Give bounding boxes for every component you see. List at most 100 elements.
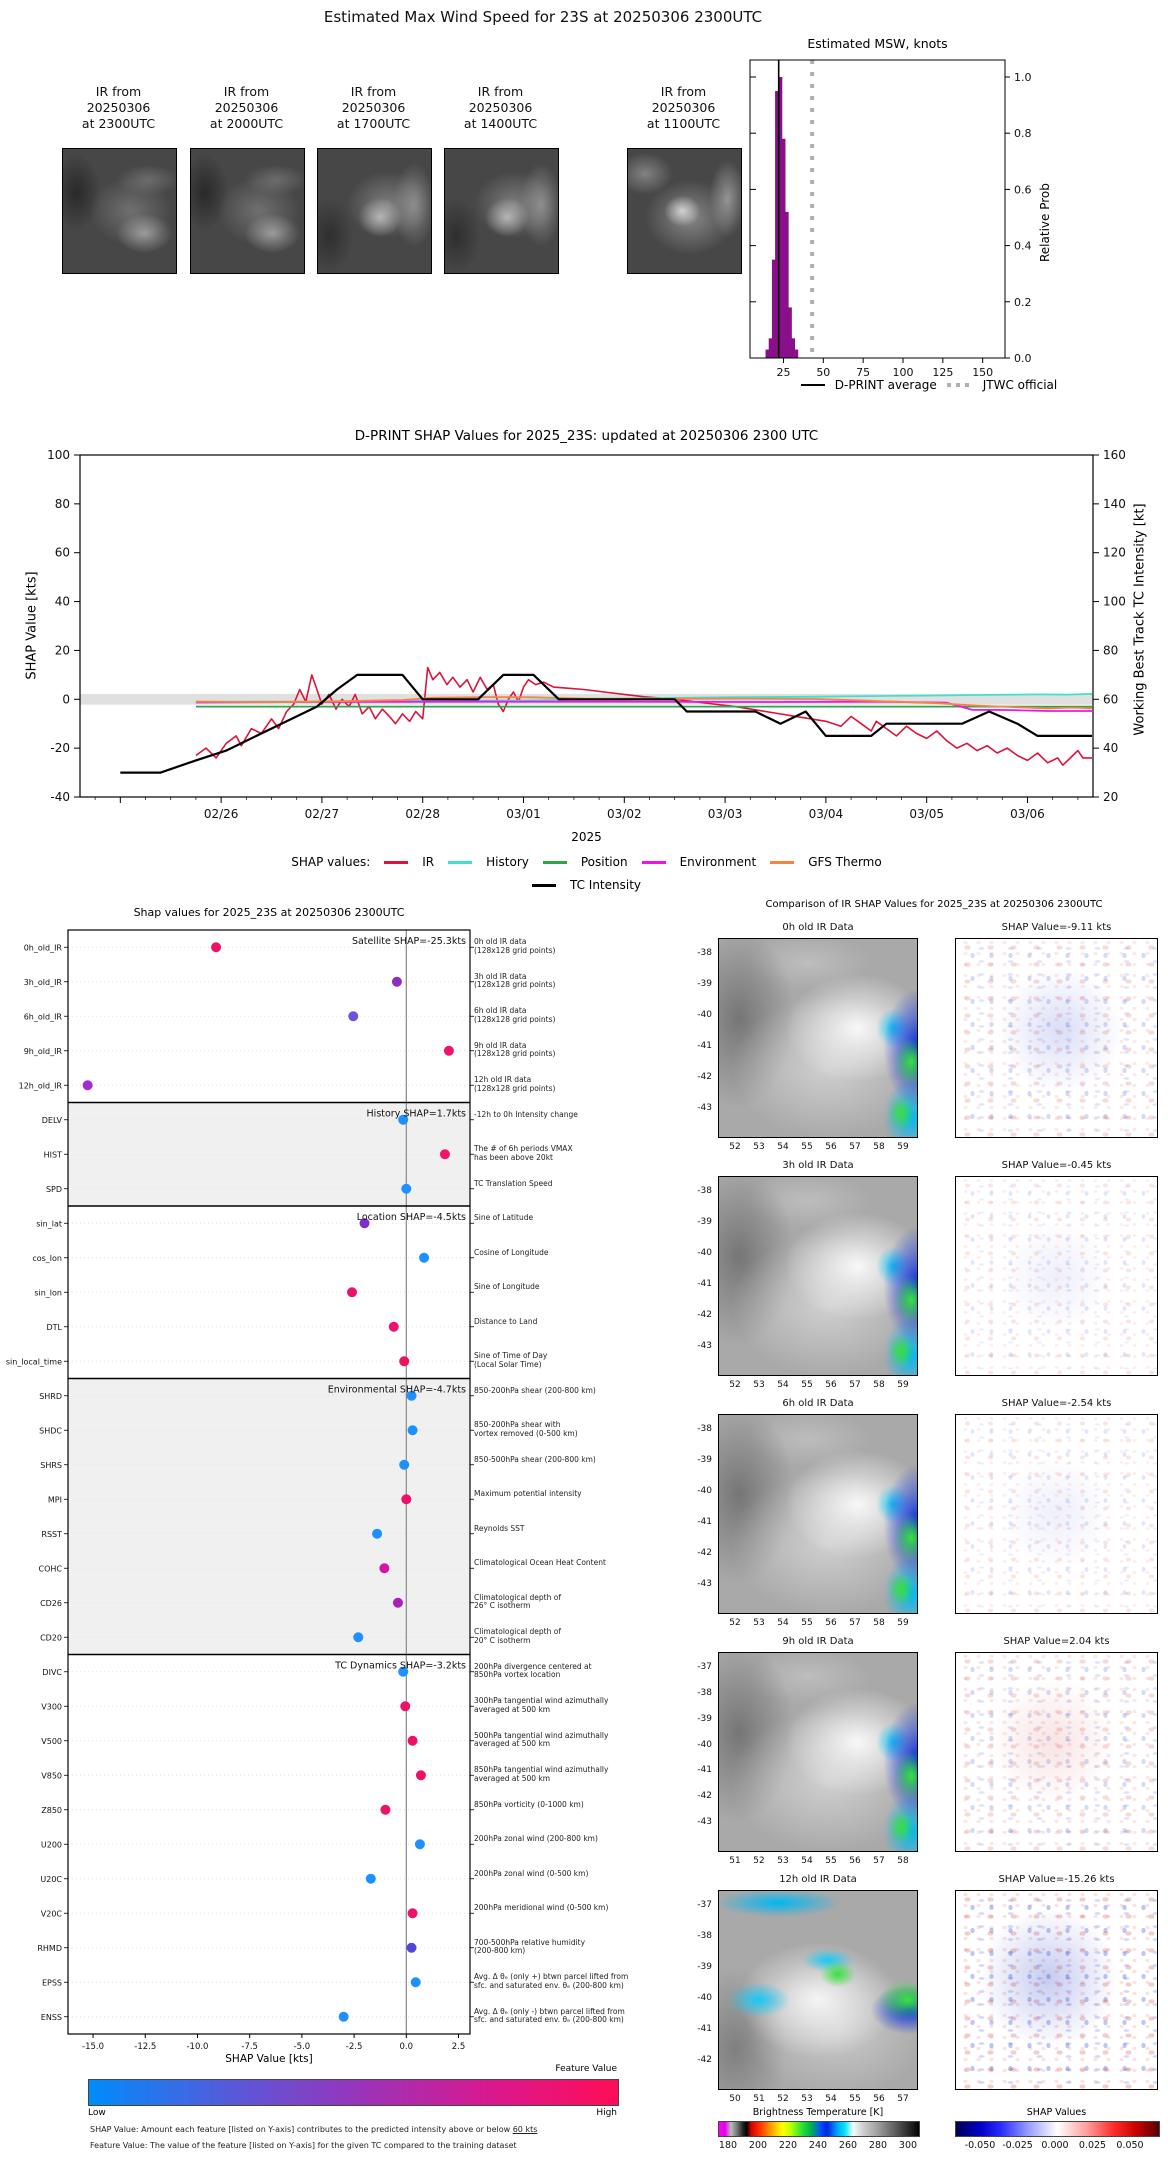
- shap-map-title: SHAP Value=-2.54 kts: [1001, 1398, 1112, 1409]
- feature-description: The # of 6h periods VMAX has been above …: [474, 1144, 573, 1162]
- histogram-legend: D-PRINT average JTWC official: [690, 378, 1168, 392]
- shap-map-title: SHAP Value=2.04 kts: [1003, 1636, 1110, 1647]
- bt-colorbar-tick-label: 220: [778, 2140, 798, 2151]
- legend-label-GFS-Thermo: GFS Thermo: [808, 855, 882, 869]
- shap-colorbar-tick-label: -0.025: [1002, 2140, 1033, 2151]
- ir-map-xtick-label: 54: [777, 1380, 789, 1390]
- feature-description: 300hPa tangential wind azimuthally avera…: [474, 1696, 609, 1714]
- ir-map-ytick-label: -41: [697, 1765, 712, 1776]
- legend-label-Position: Position: [580, 855, 628, 869]
- ir-map-xtick-label: 57: [849, 1142, 861, 1152]
- ir-shap-panel-title: Comparison of IR SHAP Values for 2025_23…: [765, 899, 1103, 910]
- shap-map-title: SHAP Value=-0.45 kts: [1001, 1160, 1112, 1171]
- ir-map-ytick-label: -41: [697, 1517, 712, 1527]
- ir-thumbnail-label: IR from 20250306 at 2300UTC: [81, 84, 156, 131]
- shap-colorbar-tick-label: 0.025: [1078, 2140, 1107, 2151]
- ir-map-ytick-label: -38: [697, 1424, 712, 1434]
- bt-colorbar-tick-label: 260: [838, 2140, 858, 2151]
- feature-description: 850-500hPa shear (200-800 km): [474, 1454, 596, 1464]
- legend-swatch-IR: [384, 860, 409, 864]
- feature-description: Sine of Latitude: [474, 1213, 534, 1223]
- jtwc-official-line-swatch: [946, 383, 973, 387]
- page-title: Estimated Max Wind Speed for 23S at 2025…: [323, 8, 763, 26]
- ir-map-xtick-label: 51: [729, 1856, 741, 1866]
- shap-values-colorbar: [955, 2121, 1160, 2137]
- ir-map-ytick-label: -43: [697, 1579, 712, 1589]
- bt-colorbar-tick-label: 300: [898, 2140, 918, 2151]
- shap-map-image: [955, 938, 1158, 1138]
- ir-map-ytick-label: -41: [697, 1041, 712, 1051]
- legend-swatch-Environment: [641, 860, 666, 864]
- legend-swatch-History: [448, 860, 473, 864]
- legend-label-History: History: [486, 855, 529, 869]
- feature-description: Sine of Time of Day (Local Solar Time): [474, 1351, 548, 1369]
- ir-map-xtick-label: 53: [753, 1380, 765, 1390]
- ir-map-title: 12h old IR Data: [779, 1874, 857, 1885]
- feature-description: -12h to 0h Intensity change: [474, 1109, 578, 1119]
- feature-description: 200hPa zonal wind (200-800 km): [474, 1834, 598, 1844]
- ir-thumbnail-image: [190, 148, 305, 274]
- feature-footnote-text: Feature Value: The value of the feature …: [90, 2141, 517, 2150]
- ir-map-xtick-label: 58: [897, 1856, 909, 1866]
- ir-thumbnail-label: IR from 20250306 at 1400UTC: [463, 84, 538, 131]
- ir-map-xtick-label: 57: [873, 1856, 885, 1866]
- bt-colorbar-tick-label: 240: [808, 2140, 828, 2151]
- feature-description: Climatological depth of 26° C isotherm: [474, 1592, 561, 1611]
- feature-description: 200hPa divergence centered at 850hPa vor…: [474, 1661, 592, 1680]
- timeseries-year-label: 2025: [571, 830, 602, 844]
- shap-map-title: SHAP Value=-15.26 kts: [998, 1874, 1115, 1885]
- ir-map-ytick-label: -42: [697, 1072, 712, 1082]
- ir-map-image: [718, 1176, 918, 1376]
- shap-colorbar-tick-label: -0.050: [964, 2140, 996, 2151]
- shap-map-image: [955, 1890, 1158, 2090]
- ir-map-xtick-label: 58: [873, 1142, 885, 1152]
- ir-map-ytick-label: -42: [697, 2055, 712, 2065]
- ir-map-ytick-label: -40: [697, 1486, 712, 1496]
- ir-map-ytick-label: -43: [697, 1817, 712, 1827]
- ir-map-ytick-label: -38: [697, 1931, 712, 1941]
- ir-map-xtick-label: 50: [729, 2094, 741, 2104]
- ir-map-xtick-label: 59: [897, 1142, 909, 1152]
- ir-thumbnail-image: [317, 148, 432, 274]
- feature-description: 850-200hPa shear (200-800 km): [474, 1385, 596, 1395]
- bt-colorbar-tick-label: 200: [748, 2140, 768, 2151]
- ir-map-xtick-label: 54: [777, 1618, 789, 1628]
- ir-map-ytick-label: -40: [697, 1248, 712, 1258]
- ir-map-xtick-label: 54: [801, 1856, 813, 1866]
- ir-map-xtick-label: 59: [897, 1380, 909, 1390]
- ir-thumbnail-strip: IR from 20250306 at 2300UTC IR from 20250…: [0, 0, 760, 290]
- feature-value-high-label: High: [596, 2108, 617, 2118]
- ir-thumbnail-image: [627, 148, 742, 274]
- ir-map-image: [718, 1652, 918, 1852]
- ir-map-ytick-label: -38: [697, 1687, 712, 1698]
- ir-map-xtick-label: 57: [849, 1380, 861, 1390]
- ir-map-xtick-label: 57: [849, 1618, 861, 1628]
- feature-description: 850-200hPa shear with vortex removed (0-…: [474, 1420, 578, 1438]
- ir-thumbnail-label: IR from 20250306 at 1100UTC: [646, 84, 721, 131]
- ir-map-image: [718, 1414, 918, 1614]
- feature-value-colorbar-title: Feature Value: [555, 2064, 617, 2074]
- bt-colorbar-title: Brightness Temperature [K]: [752, 2107, 884, 2118]
- bt-colorbar: [718, 2121, 920, 2137]
- ir-map-xtick-label: 51: [753, 2094, 765, 2104]
- histogram-title: Estimated MSW, knots: [807, 36, 948, 51]
- ir-map-image: [718, 1890, 918, 2090]
- ir-map-ytick-label: -40: [697, 1993, 712, 2003]
- feature-description: TC Translation Speed: [474, 1178, 553, 1188]
- legend-swatch-GFS-Thermo: [770, 860, 795, 864]
- dprint-average-label: D-PRINT average: [834, 378, 937, 392]
- ir-map-ytick-label: -42: [697, 1548, 712, 1558]
- ir-map-image: [718, 938, 918, 1138]
- ir-map-title: 3h old IR Data: [782, 1160, 854, 1171]
- ir-map-xtick-label: 55: [825, 1856, 837, 1866]
- bt-colorbar-tick-label: 180: [718, 2140, 738, 2151]
- ir-map-xtick-label: 58: [873, 1380, 885, 1390]
- shap-map-image: [955, 1176, 1158, 1376]
- shap-footnote-underline: 60 kts: [512, 2125, 538, 2134]
- ir-map-xtick-label: 52: [729, 1380, 741, 1390]
- feature-description: Maximum potential intensity: [474, 1489, 582, 1499]
- ir-map-ytick-label: -39: [697, 1713, 712, 1724]
- ir-map-xtick-label: 55: [801, 1142, 813, 1152]
- shap-colorbar-tick-label: 0.050: [1116, 2140, 1144, 2151]
